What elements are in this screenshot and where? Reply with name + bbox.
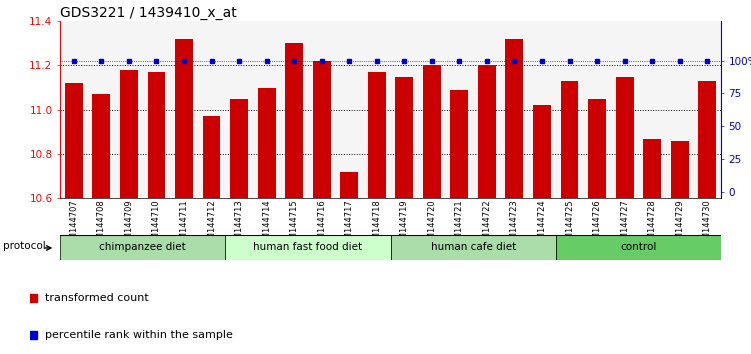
Bar (616, 76, 634, 198)
Bar (285, 44, 303, 198)
Bar (505, 39, 523, 198)
Bar (120, 70, 138, 198)
Bar (368, 72, 386, 198)
Text: percentile rank within the sample: percentile rank within the sample (45, 330, 233, 339)
Text: transformed count: transformed count (45, 293, 149, 303)
Bar (588, 99, 606, 198)
Bar (643, 138, 661, 198)
Bar (451, 90, 469, 198)
Bar (395, 76, 413, 198)
Text: control: control (620, 242, 656, 252)
Text: GDS3221 / 1439410_x_at: GDS3221 / 1439410_x_at (60, 6, 237, 20)
Bar (225, 235, 391, 260)
Bar (698, 81, 716, 198)
Text: chimpanzee diet: chimpanzee diet (99, 242, 186, 252)
Text: human cafe diet: human cafe diet (430, 242, 516, 252)
Bar (391, 235, 556, 260)
Bar (312, 61, 330, 198)
Bar (478, 65, 496, 198)
Bar (203, 116, 221, 198)
Bar (60, 235, 225, 260)
Bar (340, 172, 358, 198)
Bar (423, 65, 441, 198)
Bar (671, 141, 689, 198)
Bar (65, 83, 83, 198)
Bar (147, 72, 165, 198)
Bar (175, 39, 193, 198)
Text: human fast food diet: human fast food diet (253, 242, 363, 252)
Bar (92, 94, 110, 198)
Bar (533, 105, 551, 198)
Bar (560, 81, 578, 198)
Text: protocol: protocol (3, 241, 46, 251)
Bar (230, 99, 248, 198)
Bar (258, 88, 276, 198)
Bar (556, 235, 721, 260)
